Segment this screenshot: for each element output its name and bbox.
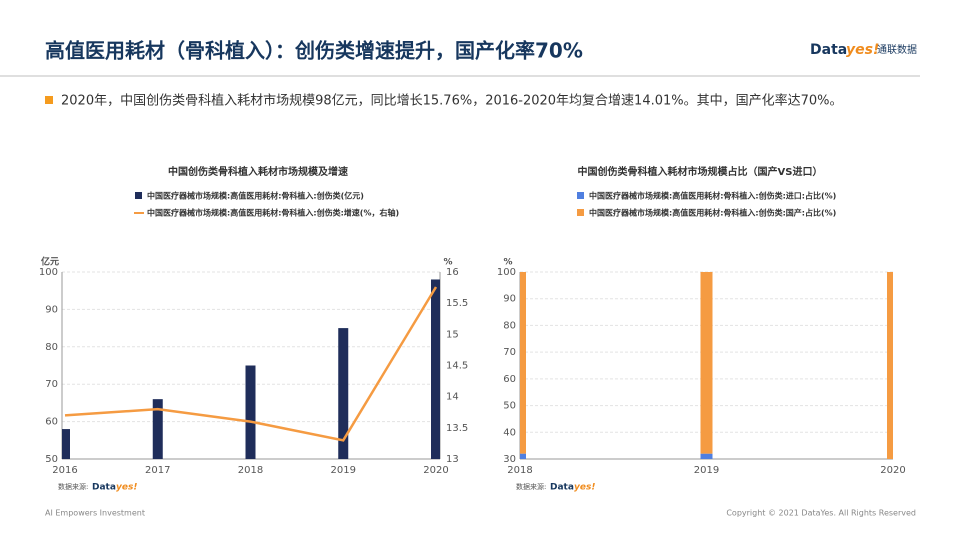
x-tick-label: 2017	[145, 465, 170, 476]
line-series	[64, 286, 438, 442]
bar-segment	[700, 272, 713, 454]
legend-label: 中国医疗器械市场规模:高值医用耗材:骨科植入:创伤类:增速(%，右轴)	[147, 208, 399, 218]
bar-segment	[520, 453, 526, 459]
bar	[245, 365, 256, 459]
bar-segment	[520, 272, 526, 454]
y-tick-label: 80	[45, 342, 58, 353]
source-brand-b: yes!	[574, 483, 595, 493]
x-tick-label: 2019	[331, 465, 356, 476]
source-brand-a: Data	[550, 483, 574, 493]
y-tick-label: 100	[497, 267, 516, 278]
x-tick-label: 2018	[507, 465, 532, 476]
y-tick-label: 50	[503, 401, 516, 412]
bar	[338, 328, 349, 459]
legend-label: 中国医疗器械市场规模:高值医用耗材:骨科植入:创伤类(亿元)	[147, 191, 364, 201]
y-tick-label: 60	[45, 417, 58, 428]
logo-cn: 通联数据	[877, 43, 917, 56]
x-tick-label: 2020	[880, 465, 905, 476]
y2-tick-label: 14	[446, 392, 459, 403]
y2-tick-label: 14.5	[446, 361, 468, 372]
y-tick-label: 100	[39, 267, 58, 278]
bar-segment	[887, 272, 893, 459]
slide-title: 高值医用耗材（骨科植入）：创伤类增速提升，国产化率70%	[45, 39, 583, 63]
x-tick-label: 2020	[423, 465, 448, 476]
bar	[431, 279, 440, 459]
logo-b: yes!	[846, 42, 879, 58]
y2-tick-label: 15.5	[446, 298, 468, 309]
y2-tick-label: 13	[446, 454, 459, 465]
bullet-text: 2020年，中国创伤类骨科植入耗材市场规模98亿元，同比增长15.76%，201…	[61, 93, 843, 109]
legend-swatch	[577, 192, 584, 199]
chart-title: 中国创伤类骨科植入耗材市场规模占比（国产VS进口）	[578, 165, 823, 178]
y-tick-label: 50	[45, 454, 58, 465]
y2-tick-label: 16	[446, 267, 459, 278]
legend-label: 中国医疗器械市场规模:高值医用耗材:骨科植入:创伤类:国产:占比(%)	[589, 208, 836, 218]
y-tick-label: 60	[503, 374, 516, 385]
bar	[152, 399, 163, 459]
x-tick-label: 2016	[52, 465, 77, 476]
source-brand-b: yes!	[116, 483, 137, 493]
y2-tick-label: 15	[446, 329, 459, 340]
y-tick-label: 80	[503, 320, 516, 331]
bar	[62, 429, 70, 459]
y-tick-label: 70	[45, 379, 58, 390]
footer-left: AI Empowers Investment	[45, 509, 145, 518]
y-tick-label: 90	[503, 294, 516, 305]
y-tick-label: 30	[503, 454, 516, 465]
bar-segment	[700, 453, 713, 459]
charts: 中国创伤类骨科植入耗材市场规模及增速中国医疗器械市场规模:高值医用耗材:骨科植入…	[39, 165, 906, 493]
legend-swatch	[577, 209, 584, 216]
y-axis-label: 亿元	[41, 256, 59, 268]
logo-a: Data	[810, 42, 847, 58]
y2-axis-label: %	[443, 258, 452, 268]
x-tick-label: 2018	[238, 465, 263, 476]
legend-label: 中国医疗器械市场规模:高值医用耗材:骨科植入:创伤类:进口:占比(%)	[589, 191, 836, 201]
y-tick-label: 90	[45, 304, 58, 315]
bullet-icon	[45, 96, 53, 104]
source-label: 数据来源:	[516, 482, 546, 491]
source-label: 数据来源:	[58, 482, 88, 491]
footer-right: Copyright © 2021 DataYes. All Rights Res…	[726, 509, 916, 518]
legend-swatch	[135, 192, 142, 199]
y-axis-label: %	[503, 258, 512, 268]
chart-title: 中国创伤类骨科植入耗材市场规模及增速	[168, 165, 348, 178]
source-brand-a: Data	[92, 483, 116, 493]
y2-tick-label: 13.5	[446, 423, 468, 434]
y-tick-label: 70	[503, 347, 516, 358]
y-tick-label: 40	[503, 427, 516, 438]
x-tick-label: 2019	[694, 465, 719, 476]
